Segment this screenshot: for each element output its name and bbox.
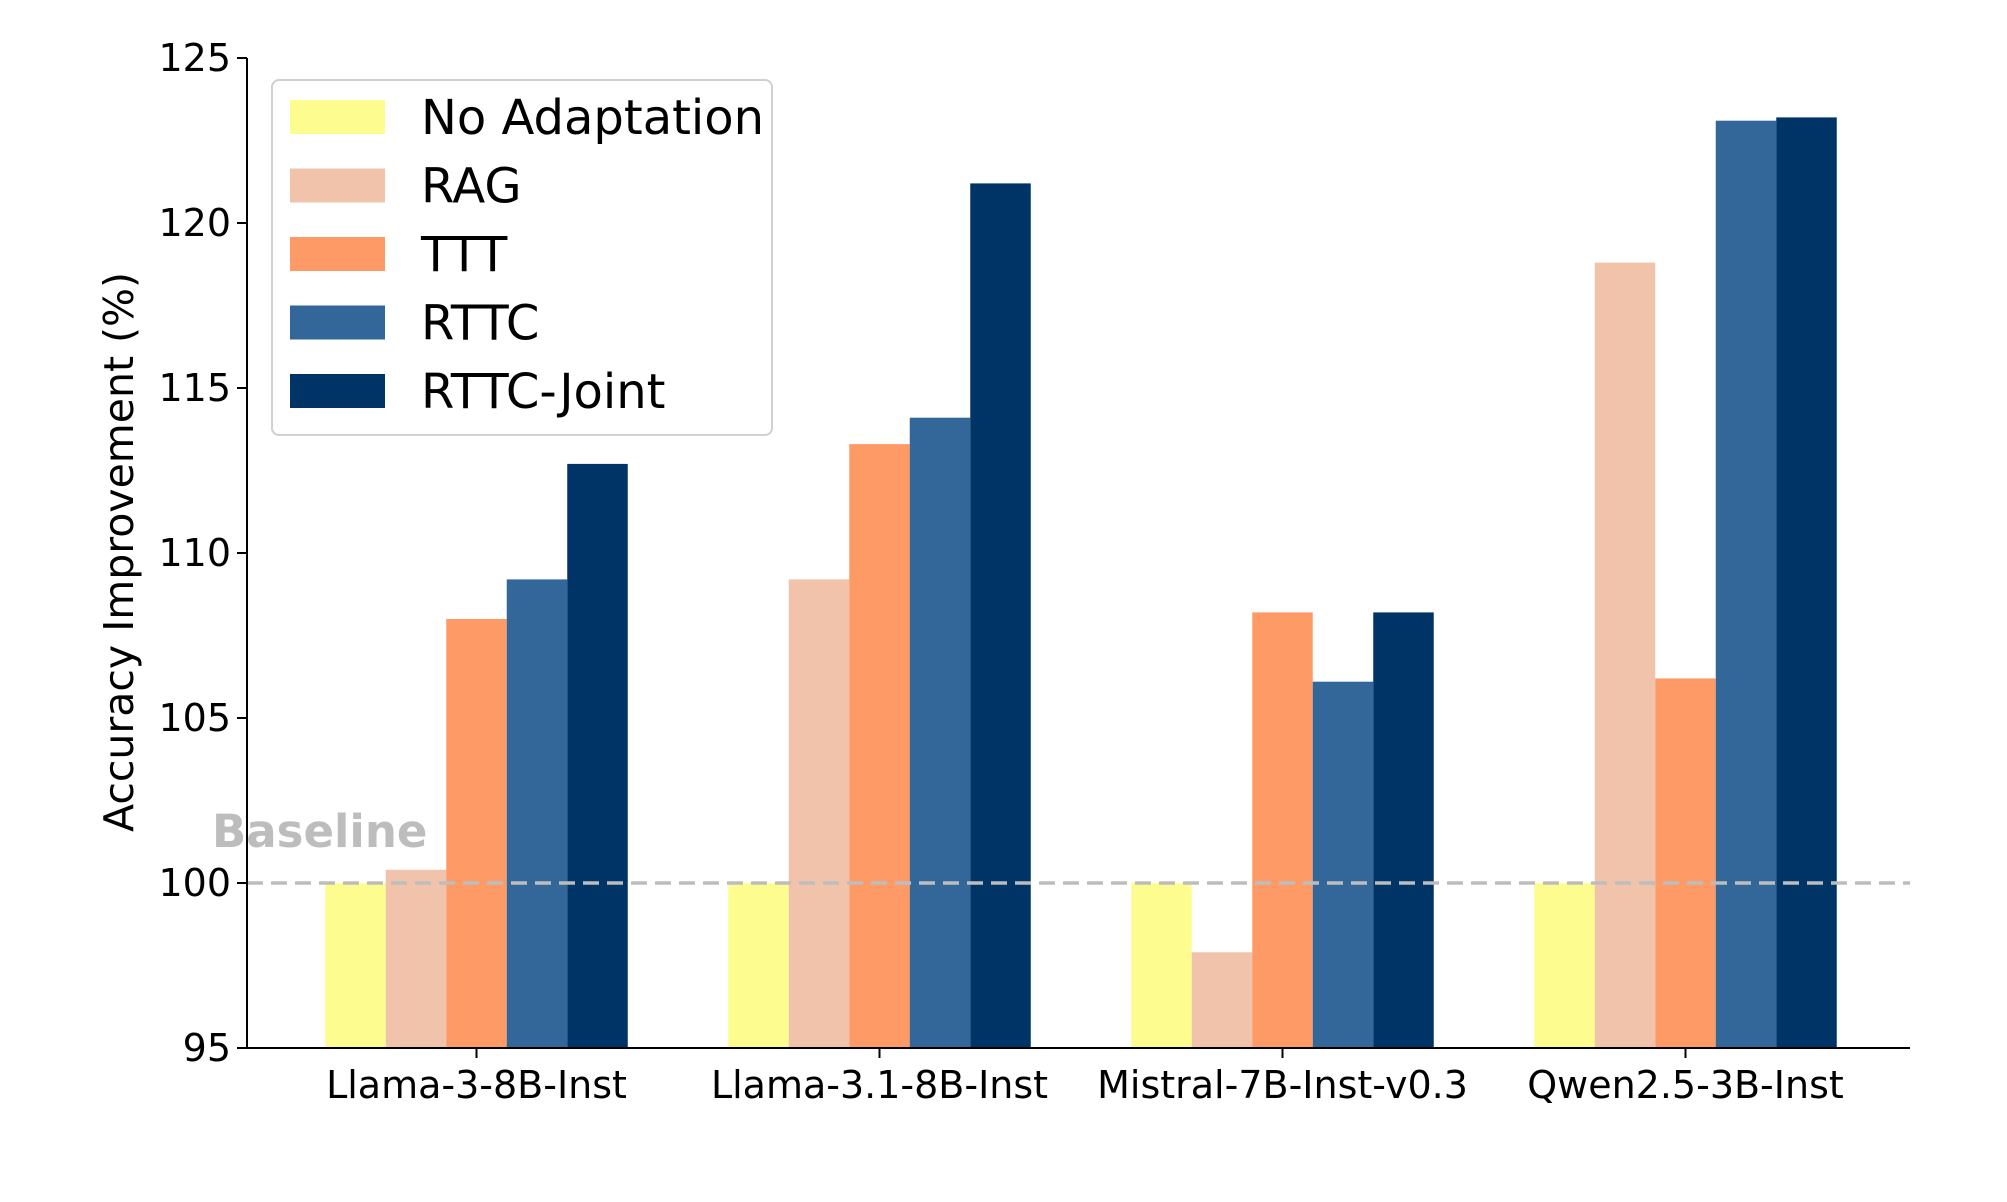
bar-rttc-joint-3 [1776,117,1837,1048]
bar-no-adaptation-3 [1534,883,1595,1048]
legend-swatch [290,237,385,271]
legend-swatch [290,374,385,408]
x-category-label: Mistral-7B-Inst-v0.3 [1097,1063,1468,1107]
y-tick-label: 110 [158,531,231,575]
bar-ttt-3 [1655,678,1716,1048]
bar-ttt-0 [446,619,507,1048]
bar-no-adaptation-1 [728,883,789,1048]
bar-rag-2 [1191,952,1253,1048]
legend: No Adaptation RAG TTT RTTC RTTC-Joint [271,79,773,436]
bar-ttt-1 [849,444,910,1049]
legend-swatch [290,168,385,203]
bar-rag-1 [788,579,850,1048]
legend-label: TTT [420,227,508,283]
bar-rttc-3 [1715,120,1777,1048]
bars-group [325,117,1837,1049]
bar-rttc-0 [506,579,568,1048]
y-ticks-group: 95 100 105 110 115 120 125 [158,36,247,1070]
x-category-label: Qwen2.5-3B-Inst [1527,1063,1844,1107]
y-tick-label: 100 [158,861,231,905]
legend-label: No Adaptation [421,90,764,146]
legend-swatch [290,305,385,340]
x-category-label: Llama-3.1-8B-Inst [711,1063,1048,1107]
legend-box [271,79,773,436]
bar-no-adaptation-2 [1131,883,1192,1048]
bar-rttc-1 [909,417,971,1048]
y-tick-label: 120 [158,201,231,245]
bar-rttc-joint-2 [1373,612,1434,1048]
legend-label: RTTC-Joint [421,364,665,420]
x-category-label: Llama-3-8B-Inst [326,1063,627,1107]
bar-no-adaptation-0 [325,883,386,1048]
y-axis-label: Accuracy Improvement (%) [95,272,143,832]
legend-label: RTTC [421,296,539,352]
baseline-label: Baseline [212,805,427,858]
bar-rttc-2 [1312,681,1374,1048]
bar-rag-3 [1594,262,1656,1049]
legend-label: RAG [421,159,522,215]
bar-rttc-joint-0 [567,463,628,1048]
bar-rttc-joint-1 [970,183,1031,1048]
legend-swatch [290,100,385,134]
bar-ttt-2 [1252,612,1313,1048]
bar-rag-0 [385,869,447,1048]
x-labels-group: Llama-3-8B-Inst Llama-3.1-8B-Inst Mistral-… [326,1048,1844,1107]
y-tick-label: 105 [158,696,231,740]
y-tick-label: 115 [158,366,231,410]
y-tick-label: 95 [183,1026,231,1070]
y-tick-label: 125 [158,36,231,80]
